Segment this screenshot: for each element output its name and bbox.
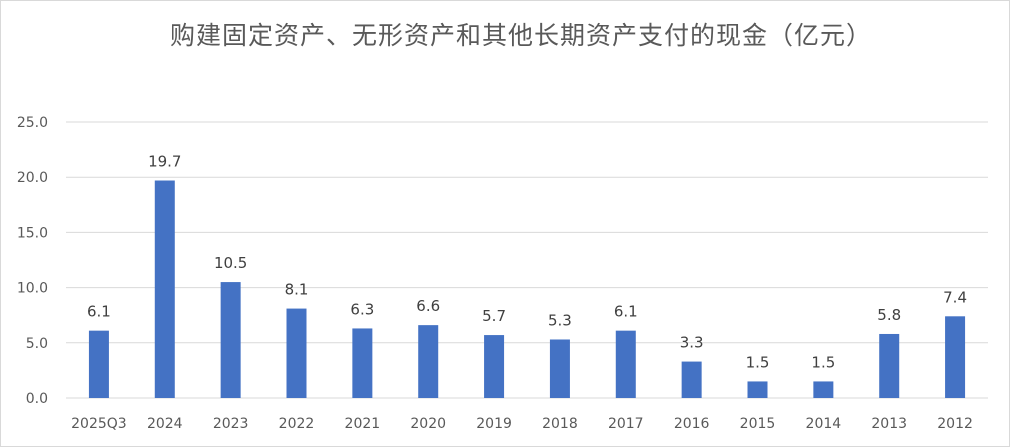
grid-layer [66,121,988,399]
data-label: 5.7 [482,307,506,325]
data-label: 8.1 [285,281,309,299]
x-tick-label: 2021 [345,416,381,432]
label-layer: 6.1 19.7 10.5 8.1 6.3 6.6 5.7 5.3 6.1 3.3 1.5 1.5 5.… [87,153,967,372]
y-tick-label: 5.0 [26,336,48,352]
data-label: 6.6 [416,297,440,315]
data-label: 6.1 [614,303,638,321]
data-label: 5.8 [877,306,901,324]
x-tick-label: 2019 [476,416,512,432]
data-label: 6.3 [350,300,374,318]
bar [615,330,636,398]
data-label: 5.3 [548,311,572,329]
axis-layer: 0.0 5.0 10.0 15.0 20.0 25.0 2025Q3 2024 2023 2022… [17,115,973,432]
bar [681,361,702,398]
bar [220,282,241,398]
bar [352,328,373,398]
bar [154,180,175,398]
bar [484,335,505,398]
x-tick-label: 2017 [608,416,644,432]
x-tick-label: 2023 [213,416,249,432]
bar [879,333,900,398]
x-tick-label: 2016 [674,416,710,432]
data-label: 1.5 [811,353,835,371]
x-tick-label: 2020 [410,416,446,432]
x-tick-label: 2022 [279,416,315,432]
x-tick-label: 2014 [806,416,842,432]
bar [286,308,307,398]
data-label: 1.5 [746,353,770,371]
x-tick-label: 2024 [147,416,183,432]
data-label: 10.5 [214,254,247,272]
bar [549,339,570,398]
y-tick-label: 20.0 [17,170,48,186]
x-tick-label: 2013 [871,416,907,432]
x-tick-label: 2015 [740,416,776,432]
bar [747,381,768,398]
bar [813,381,834,398]
data-label: 7.4 [943,288,967,306]
x-tick-label: 2018 [542,416,578,432]
bar [418,325,439,398]
chart-title: 购建固定资产、无形资产和其他长期资产支付的现金（亿元） [169,21,872,50]
y-tick-label: 0.0 [26,391,48,407]
y-tick-label: 10.0 [17,281,48,297]
x-tick-label: 2012 [937,416,973,432]
y-tick-label: 25.0 [17,115,48,131]
x-tick-label: 2025Q3 [71,416,127,432]
bar [88,330,109,398]
bar [945,316,966,398]
y-tick-label: 15.0 [17,225,48,241]
bar-layer [88,180,966,398]
data-label: 19.7 [148,153,181,171]
data-label: 6.1 [87,303,111,321]
data-label: 3.3 [680,334,704,352]
